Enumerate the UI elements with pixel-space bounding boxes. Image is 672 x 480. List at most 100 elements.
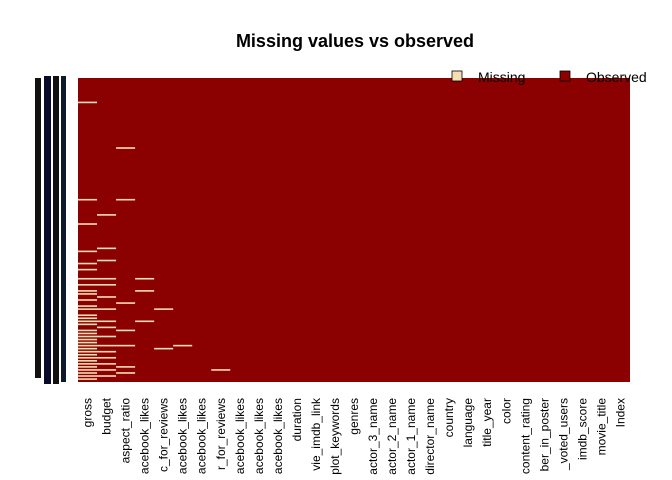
x-tick-label: budget xyxy=(100,397,114,434)
observed-area xyxy=(78,78,630,382)
missing-cell xyxy=(97,259,117,262)
missing-cell xyxy=(116,147,136,149)
missing-cell xyxy=(78,223,98,225)
missing-cell xyxy=(78,372,98,374)
missing-cell xyxy=(78,353,98,356)
missing-cell xyxy=(116,344,136,347)
x-tick-label: plot_keywords xyxy=(328,398,342,475)
missing-cell xyxy=(78,369,98,371)
missing-cell xyxy=(78,277,98,280)
missing-cell xyxy=(78,344,98,347)
x-tick-label: r_for_reviews xyxy=(214,398,228,470)
missing-cell xyxy=(154,347,174,350)
missing-cell xyxy=(78,347,98,350)
x-tick-label: _voted_users xyxy=(556,398,570,471)
x-tick-label: director_name xyxy=(423,398,437,475)
missing-cell xyxy=(78,356,98,359)
missing-cell xyxy=(97,308,117,310)
missing-cell xyxy=(97,284,117,286)
missing-cell xyxy=(78,366,98,368)
missing-cell xyxy=(78,335,98,338)
missing-cell xyxy=(135,277,155,280)
missing-cell xyxy=(78,262,98,265)
missing-cell xyxy=(97,214,117,216)
missing-cell xyxy=(78,323,98,326)
x-tick-label: c_for_reviews xyxy=(157,398,171,472)
missing-cell xyxy=(97,350,117,353)
x-tick-label: acebook_likes xyxy=(271,398,285,474)
missing-cell xyxy=(78,293,98,295)
missing-cell xyxy=(78,363,98,365)
missing-cell xyxy=(97,247,117,250)
missing-cell xyxy=(97,335,117,338)
x-tick-label: title_year xyxy=(480,398,494,447)
missing-cell xyxy=(78,332,98,335)
x-tick-label: ber_in_poster xyxy=(537,398,551,471)
x-tick-label: gross xyxy=(81,398,95,427)
missing-cell xyxy=(211,369,231,371)
x-tick-label: language xyxy=(461,398,475,448)
missing-cell xyxy=(78,350,98,353)
chart-title: Missing values vs observed xyxy=(236,31,474,51)
missing-cell xyxy=(97,363,117,365)
legend-swatch xyxy=(451,70,463,82)
missing-cell xyxy=(78,317,98,320)
missing-cell xyxy=(78,338,98,341)
missing-cell xyxy=(116,198,136,201)
missing-cell xyxy=(116,366,136,368)
x-tick-label: acebook_likes xyxy=(252,398,266,474)
legend-label: Missing xyxy=(478,69,525,85)
x-tick-label: imdb_score xyxy=(575,398,589,460)
legend-label: Observed xyxy=(586,69,647,85)
missing-cell xyxy=(135,290,155,292)
missing-cell xyxy=(97,375,117,377)
missing-cell xyxy=(97,326,117,329)
x-tick-label: duration xyxy=(290,398,304,441)
missing-cell xyxy=(78,101,98,104)
x-tick-label: acebook_likes xyxy=(138,398,152,474)
missing-cell xyxy=(78,305,98,307)
missing-cell xyxy=(135,320,155,323)
missing-cell xyxy=(97,320,117,323)
x-tick-label: actor_2_name xyxy=(385,398,399,475)
x-tick-label: color xyxy=(499,398,513,424)
missing-cell xyxy=(97,296,117,298)
missing-cell xyxy=(97,356,117,359)
x-tick-label: content_rating xyxy=(518,398,532,474)
missing-cell xyxy=(78,250,98,253)
missing-cell xyxy=(97,277,117,280)
missing-cell xyxy=(78,329,98,332)
missing-cell xyxy=(78,268,98,271)
legend-swatch xyxy=(559,70,571,82)
x-tick-label: actor_3_name xyxy=(366,398,380,475)
x-tick-label: movie_title xyxy=(594,398,608,456)
missing-cell xyxy=(97,369,117,371)
missing-cell xyxy=(116,372,136,374)
missing-cell xyxy=(116,302,136,304)
missing-cell xyxy=(173,344,193,347)
missing-cell xyxy=(78,378,98,380)
missing-cell xyxy=(78,360,98,362)
x-tick-label: acebook_likes xyxy=(176,398,190,474)
missing-cell xyxy=(78,375,98,377)
row-labels-block xyxy=(35,76,66,384)
x-tick-label: vie_imdb_link xyxy=(309,397,323,471)
x-tick-label: acebook_likes xyxy=(233,398,247,474)
missing-cell xyxy=(97,344,117,347)
x-tick-label: acebook_likes xyxy=(195,398,209,474)
x-tick-label: actor_1_name xyxy=(404,398,418,475)
missing-cell xyxy=(78,290,98,292)
missing-cell xyxy=(78,198,98,201)
missing-cell xyxy=(78,284,98,286)
x-tick-label: Index xyxy=(613,398,627,427)
missing-cell xyxy=(78,314,98,317)
x-tick-label: country xyxy=(442,398,456,437)
missing-cell xyxy=(78,320,98,323)
missing-cell xyxy=(78,308,98,310)
missing-cell xyxy=(154,308,174,310)
x-tick-label: genres xyxy=(347,398,361,435)
missing-cell xyxy=(116,329,136,332)
x-tick-label: aspect_ratio xyxy=(119,398,133,464)
missing-cell xyxy=(78,341,98,344)
